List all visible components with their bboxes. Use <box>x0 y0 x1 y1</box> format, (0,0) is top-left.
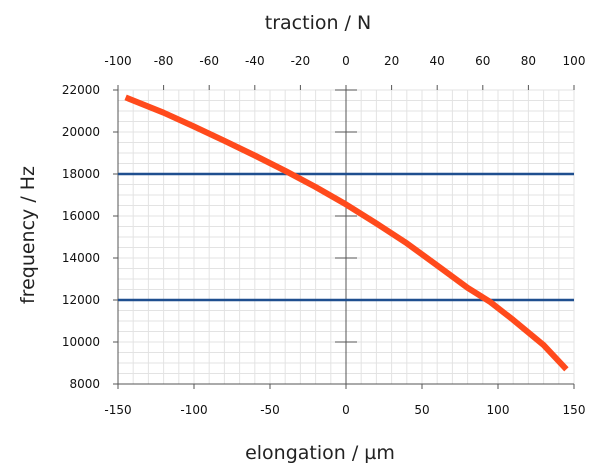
x2-tick-label: 0 <box>342 54 350 68</box>
y-tick-label: 14000 <box>62 251 100 265</box>
x2-tick-label: -40 <box>245 54 265 68</box>
x-tick-labels: -150 -100 -50 0 50 100 150 <box>104 403 585 417</box>
x-tick-label: -150 <box>104 403 131 417</box>
y-tick-label: 10000 <box>62 335 100 349</box>
y-tick-labels: 8000 10000 12000 14000 16000 18000 20000 22000 <box>62 83 100 391</box>
x-tick-label: -100 <box>180 403 207 417</box>
y-tick-label: 18000 <box>62 167 100 181</box>
x-tick-label: 0 <box>342 403 350 417</box>
x2-tick-label: -100 <box>104 54 131 68</box>
x-tick-label: 150 <box>563 403 586 417</box>
x-tick-label: 100 <box>487 403 510 417</box>
y-tick-label: 22000 <box>62 83 100 97</box>
x2-tick-label: -80 <box>154 54 174 68</box>
x2-tick-label: -60 <box>199 54 219 68</box>
series-line <box>124 94 569 372</box>
top-axis-title: traction / N <box>265 12 371 34</box>
x2-tick-label: 80 <box>521 54 536 68</box>
x-axis-title: elongation / µm <box>245 442 395 464</box>
x2-tick-label: 100 <box>563 54 586 68</box>
x2-tick-label: 20 <box>384 54 399 68</box>
y-axis-title: frequency / Hz <box>17 166 39 304</box>
x2-tick-label: -20 <box>291 54 311 68</box>
x2-tick-label: 40 <box>430 54 445 68</box>
y-tick-label: 20000 <box>62 125 100 139</box>
x2-tick-label: 60 <box>475 54 490 68</box>
y-tick-label: 12000 <box>62 293 100 307</box>
data-series <box>124 94 569 372</box>
reference-lines <box>118 172 574 302</box>
x-tick-label: 50 <box>414 403 429 417</box>
x2-tick-labels: -100 -80 -60 -40 -20 0 20 40 60 80 100 <box>104 54 585 68</box>
x-tick-label: -50 <box>260 403 280 417</box>
y-tick-label: 8000 <box>69 377 100 391</box>
y-tick-label: 16000 <box>62 209 100 223</box>
